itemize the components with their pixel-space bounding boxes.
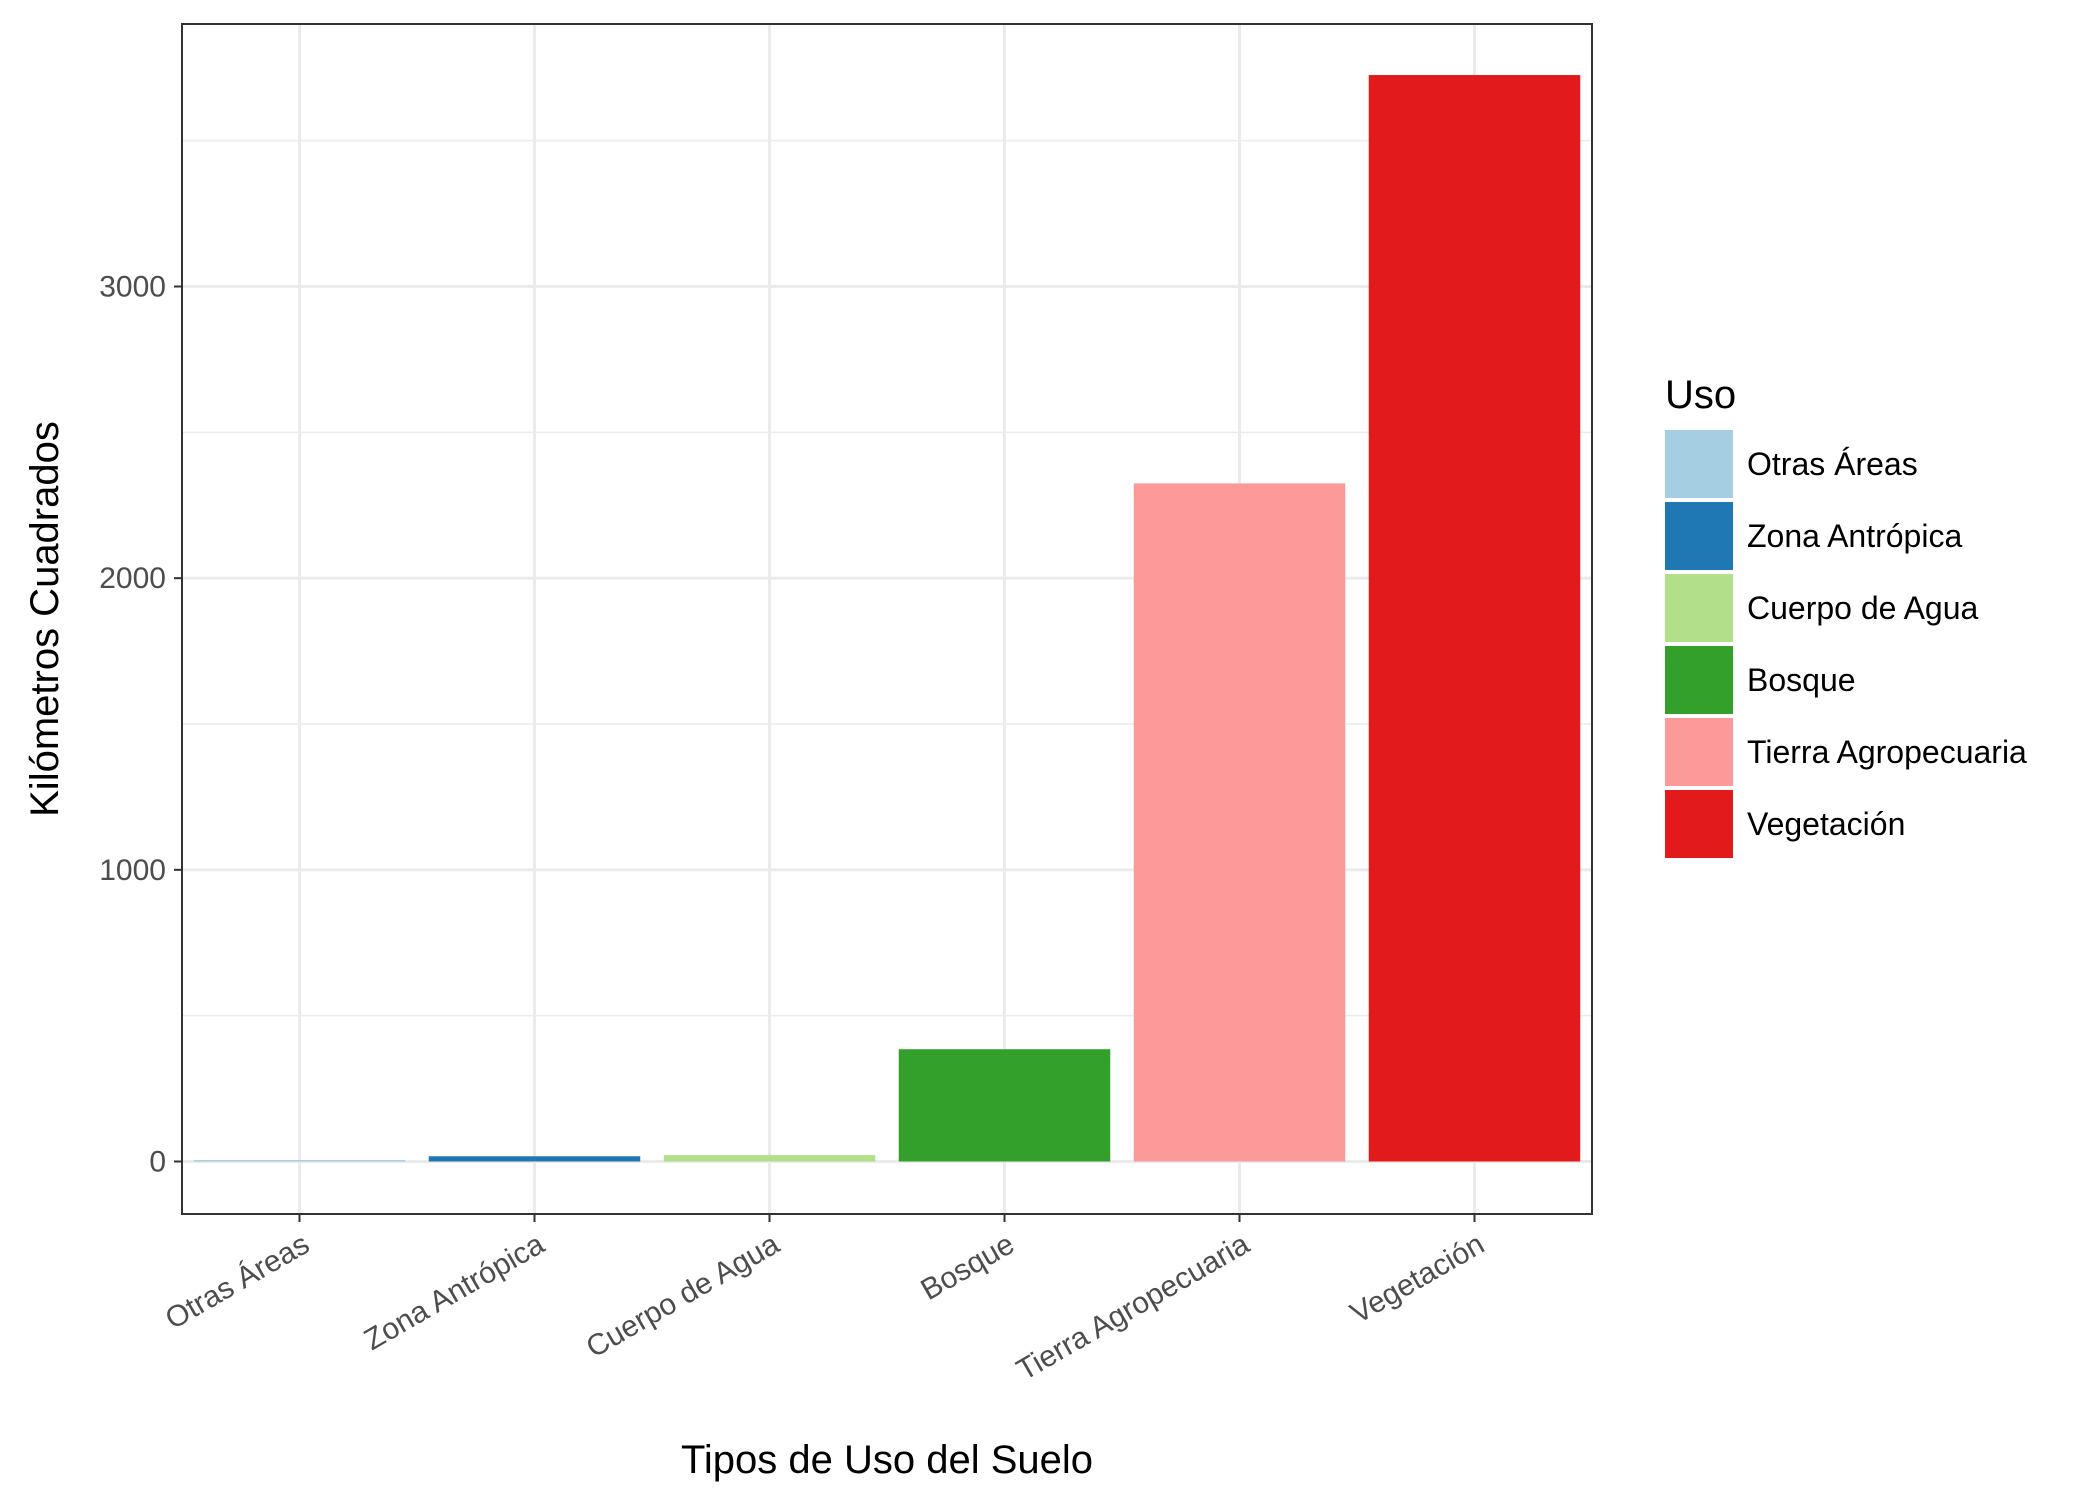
x-tick-label: Bosque: [915, 1227, 1020, 1306]
legend-key-2: [1665, 574, 1733, 642]
legend-key-1: [1665, 502, 1733, 570]
bar-0: [193, 1160, 406, 1162]
x-tick-label: Zona Antrópica: [359, 1227, 551, 1357]
legend-items: Otras Áreas Zona Antrópica Cuerpo de Agua B…: [1665, 430, 2027, 858]
bar-2: [663, 1155, 876, 1162]
bar-1: [428, 1156, 641, 1162]
grid-minor: [182, 139, 1592, 1017]
x-axis: Otras Áreas Zona Antrópica Cuerpo de Agua B…: [160, 1214, 1490, 1387]
legend-key-3: [1665, 646, 1733, 714]
legend-label-4: Tierra Agropecuaria: [1747, 734, 2027, 770]
legend-label-0: Otras Áreas: [1747, 446, 1918, 482]
legend-key-5: [1665, 790, 1733, 858]
legend-title: Uso: [1665, 373, 1736, 417]
x-tick-label: Cuerpo de Agua: [581, 1227, 786, 1364]
legend-key-4: [1665, 718, 1733, 786]
legend-label-1: Zona Antrópica: [1747, 518, 1962, 554]
x-tick-label: Vegetación: [1345, 1227, 1490, 1330]
plot-border: [181, 23, 1593, 1215]
y-tick-label: 3000: [99, 271, 166, 304]
legend-label-2: Cuerpo de Agua: [1747, 590, 1979, 626]
y-axis: 0 1000 2000 3000: [99, 271, 182, 1179]
legend-label-5: Vegetación: [1747, 806, 1905, 842]
legend-label-3: Bosque: [1747, 662, 1856, 698]
y-tick-label: 0: [149, 1146, 166, 1179]
x-tick-label: Otras Áreas: [160, 1227, 315, 1336]
y-axis-title: Kilómetros Cuadrados: [23, 421, 67, 817]
bar-5: [1368, 75, 1581, 1162]
legend-key-0: [1665, 430, 1733, 498]
legend: Uso Otras Áreas Zona Antrópica Cuerpo de A…: [1665, 373, 2027, 858]
bars: [193, 75, 1581, 1162]
y-tick-label: 2000: [99, 562, 166, 595]
x-tick-label: Tierra Agropecuaria: [1011, 1227, 1255, 1387]
bar-3: [898, 1049, 1111, 1162]
x-axis-title: Tipos de Uso del Suelo: [681, 1438, 1093, 1482]
bar-4: [1133, 483, 1346, 1162]
y-tick-label: 1000: [99, 854, 166, 887]
